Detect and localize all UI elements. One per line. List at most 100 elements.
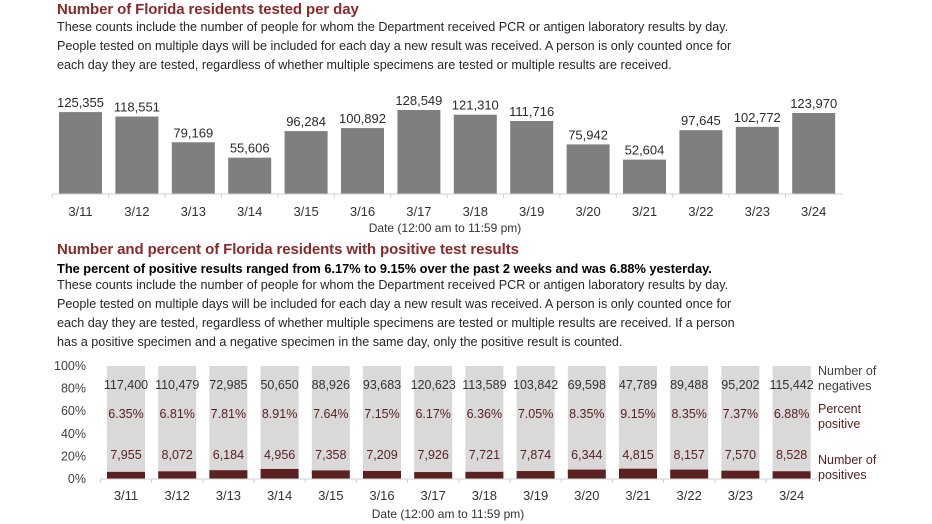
negatives-segment-3-17 bbox=[414, 366, 453, 473]
chart1-title: Number of Florida residents tested per d… bbox=[57, 1, 359, 18]
negatives-value-label: 110,479 bbox=[155, 378, 199, 392]
negatives-segment-3-14 bbox=[260, 366, 299, 469]
legend-positives-line2: positives bbox=[818, 468, 867, 482]
x-tick-label: 3/21 bbox=[625, 488, 650, 503]
positives-segment-3-17 bbox=[414, 472, 453, 479]
description-line: These counts include the number of peopl… bbox=[57, 278, 729, 292]
positives-value-label: 7,874 bbox=[520, 448, 551, 462]
x-axis-ticks: 3/11 3/12 3/13 3/14 3/15 3/16 3/17 3/18 3/19 3/20… bbox=[51, 194, 826, 219]
description-line: each day they are tested, regardless of … bbox=[57, 58, 672, 72]
x-tick-label: 3/21 bbox=[632, 204, 657, 219]
positives-segment-3-19 bbox=[516, 471, 555, 479]
positives-segment-3-12 bbox=[158, 471, 197, 479]
positives-segment-3-14 bbox=[260, 468, 299, 479]
x-tick-label: 3/12 bbox=[165, 488, 190, 503]
positives-value-label: 7,570 bbox=[725, 448, 756, 462]
bar-3-19 bbox=[510, 120, 554, 194]
bar-3-15 bbox=[284, 131, 328, 194]
negatives-value-label: 89,488 bbox=[670, 378, 708, 392]
bar-value-label: 125,355 bbox=[57, 95, 104, 110]
x-tick-label: 3/11 bbox=[114, 488, 138, 503]
bar-3-24 bbox=[792, 112, 836, 194]
y-tick-label: 20% bbox=[61, 449, 86, 463]
x-tick-label: 3/22 bbox=[688, 204, 713, 219]
x-tick-label: 3/16 bbox=[350, 204, 375, 219]
bar-value-label: 75,942 bbox=[568, 127, 608, 142]
percent-positive-label: 8.35% bbox=[671, 407, 706, 421]
bar-3-21 bbox=[623, 159, 666, 194]
negatives-value-label: 113,589 bbox=[462, 378, 506, 392]
percent-positive-label: 6.36% bbox=[467, 407, 502, 421]
x-tick-label: 3/17 bbox=[421, 488, 446, 503]
positives-segment-3-24 bbox=[772, 471, 811, 479]
y-axis-ticks: 0% 20% 40% 60% 80% 100% bbox=[54, 359, 86, 486]
negatives-value-label: 88,926 bbox=[312, 378, 350, 392]
negatives-segment-3-18 bbox=[465, 366, 504, 472]
positives-value-label: 7,926 bbox=[418, 448, 449, 462]
x-tick-label: 3/13 bbox=[181, 204, 206, 219]
bar-value-label: 55,606 bbox=[230, 141, 270, 156]
percent-positive-label: 8.91% bbox=[262, 407, 297, 421]
x-tick-label: 3/23 bbox=[745, 204, 770, 219]
x-axis-title: Date (12:00 am to 11:59 pm) bbox=[369, 221, 522, 235]
x-tick-label: 3/12 bbox=[124, 204, 149, 219]
positives-segment-3-11 bbox=[107, 471, 145, 479]
positives-segment-3-18 bbox=[465, 471, 504, 479]
x-tick-label: 3/19 bbox=[519, 204, 544, 219]
percent-positive-label: 7.37% bbox=[723, 407, 758, 421]
percent-positive-label: 9.15% bbox=[620, 407, 655, 421]
x-tick-label: 3/17 bbox=[406, 204, 431, 219]
description-line: each day they are tested, regardless of … bbox=[57, 316, 735, 330]
bar-3-22 bbox=[679, 130, 723, 194]
negatives-segment-3-22 bbox=[670, 366, 709, 470]
percent-positive-label: 7.05% bbox=[518, 407, 553, 421]
positives-segment-3-16 bbox=[363, 470, 401, 479]
negatives-segment-3-21 bbox=[619, 366, 657, 469]
negatives-value-label: 95,202 bbox=[721, 378, 759, 392]
percent-positive-label: 7.81% bbox=[211, 407, 246, 421]
x-tick-label: 3/20 bbox=[575, 204, 600, 219]
negatives-segment-3-24 bbox=[772, 366, 811, 472]
chart2-description: These counts include the number of peopl… bbox=[57, 276, 735, 352]
bar-3-17 bbox=[397, 110, 441, 194]
bar-value-label: 96,284 bbox=[286, 114, 326, 129]
positives-segment-3-22 bbox=[670, 469, 709, 479]
description-line: People tested on multiple days will be i… bbox=[57, 39, 732, 53]
positivity-summary: The percent of positive results ranged f… bbox=[57, 261, 712, 276]
positives-segment-3-23 bbox=[721, 470, 760, 479]
positives-value-label: 6,184 bbox=[213, 448, 244, 462]
y-tick-label: 60% bbox=[61, 404, 86, 418]
negatives-value-label: 47,789 bbox=[619, 378, 657, 392]
description-line: These counts include the number of peopl… bbox=[57, 20, 729, 34]
bar-3-13 bbox=[171, 142, 215, 194]
x-tick-label: 3/14 bbox=[267, 488, 292, 503]
x-axis-ticks: 3/11 3/12 3/13 3/14 3/15 3/16 3/17 3/18 3/19 3/20… bbox=[99, 479, 804, 503]
percent-positive-label: 6.17% bbox=[415, 407, 450, 421]
percent-positive-label: 7.64% bbox=[313, 407, 348, 421]
x-tick-label: 3/18 bbox=[463, 204, 488, 219]
bar-3-16 bbox=[341, 128, 384, 194]
negatives-value-label: 103,842 bbox=[513, 378, 558, 392]
positives-value-label: 7,209 bbox=[366, 448, 397, 462]
negatives-value-label: 120,623 bbox=[411, 378, 456, 392]
negatives-segment-3-20 bbox=[567, 366, 606, 470]
negatives-value-label: 93,683 bbox=[363, 378, 401, 392]
description-line: has a positive specimen and a negative s… bbox=[57, 335, 623, 349]
positives-value-label: 6,344 bbox=[571, 448, 602, 462]
negatives-segment-3-13 bbox=[209, 366, 248, 471]
bar-3-14 bbox=[228, 157, 272, 194]
x-tick-label: 3/19 bbox=[523, 488, 548, 503]
positives-value-label: 7,955 bbox=[110, 448, 141, 462]
legend-positives-line1: Number of bbox=[818, 453, 877, 467]
positives-value-label: 7,358 bbox=[315, 448, 346, 462]
legend-percent-line2: positive bbox=[818, 417, 860, 431]
negatives-segment-3-19 bbox=[516, 366, 555, 472]
chart1-description: These counts include the number of peopl… bbox=[57, 18, 731, 75]
legend-negatives-line1: Number of bbox=[818, 364, 877, 378]
positives-value-label: 7,721 bbox=[469, 448, 500, 462]
negatives-segment-3-16 bbox=[363, 366, 401, 471]
legend: Number of negatives Percent positive Num… bbox=[818, 364, 877, 482]
positives-value-label: 8,072 bbox=[162, 448, 193, 462]
y-tick-label: 40% bbox=[61, 427, 86, 441]
bar-value-label: 102,772 bbox=[734, 110, 781, 125]
